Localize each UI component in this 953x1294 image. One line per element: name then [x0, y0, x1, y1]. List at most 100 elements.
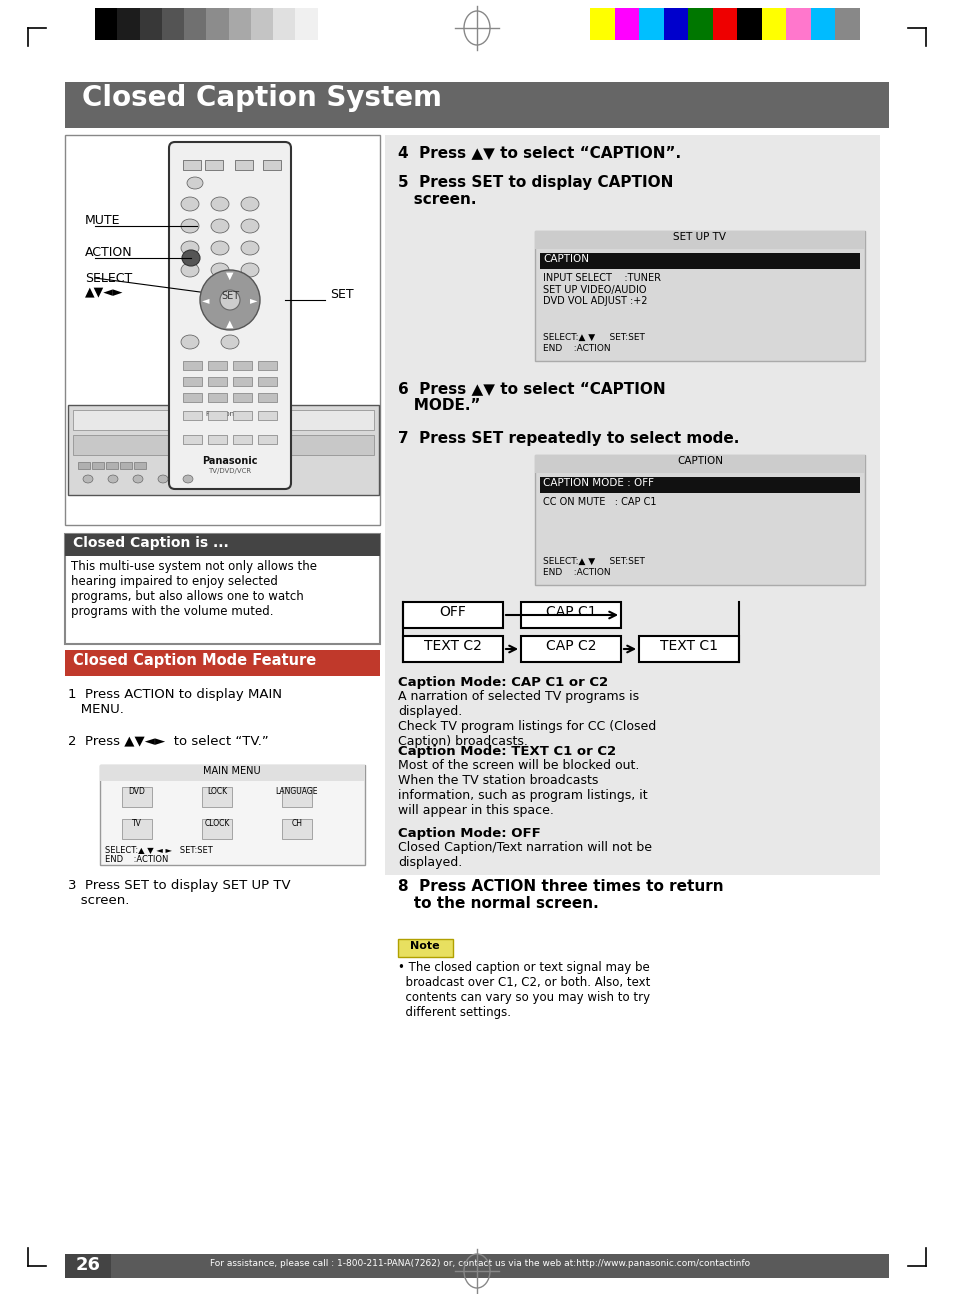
Text: MAIN MENU: MAIN MENU: [203, 766, 260, 776]
Bar: [208, 435, 227, 444]
Bar: [78, 462, 90, 468]
Bar: [208, 361, 227, 370]
Bar: [183, 411, 202, 421]
Bar: [65, 82, 888, 128]
Bar: [535, 232, 864, 248]
Text: 5  Press SET to display CAPTION
   screen.: 5 Press SET to display CAPTION screen.: [397, 175, 673, 207]
Bar: [122, 819, 152, 839]
Text: END    :ACTION: END :ACTION: [542, 344, 610, 353]
Ellipse shape: [187, 177, 203, 189]
Bar: [282, 819, 312, 839]
Text: TV/DVD/VCR: TV/DVD/VCR: [208, 468, 252, 474]
Bar: [65, 1254, 111, 1278]
Bar: [639, 8, 663, 40]
Ellipse shape: [132, 475, 143, 483]
Text: Caption Mode: OFF: Caption Mode: OFF: [397, 827, 540, 840]
Bar: [120, 462, 132, 468]
Bar: [162, 8, 184, 40]
Text: For assistance, please call : 1-800-211-PANA(7262) or, contact us via the web at: For assistance, please call : 1-800-211-…: [210, 1259, 749, 1268]
Text: Caption Mode: TEXT C1 or C2: Caption Mode: TEXT C1 or C2: [397, 745, 616, 758]
Text: Panasonic: Panasonic: [202, 455, 257, 466]
Bar: [65, 135, 379, 525]
Ellipse shape: [241, 241, 258, 255]
Bar: [257, 435, 276, 444]
Bar: [208, 411, 227, 421]
Ellipse shape: [220, 290, 240, 311]
Text: SET: SET: [221, 291, 239, 302]
Bar: [737, 8, 761, 40]
Bar: [535, 455, 864, 474]
Text: Closed Caption Mode Feature: Closed Caption Mode Feature: [73, 653, 315, 668]
Bar: [233, 361, 252, 370]
Text: CH: CH: [292, 819, 302, 828]
Ellipse shape: [181, 335, 199, 349]
Bar: [520, 602, 620, 628]
Text: Caption Mode: CAP C1 or C2: Caption Mode: CAP C1 or C2: [397, 675, 607, 688]
Text: ◄: ◄: [202, 295, 210, 305]
Text: Closed Caption/Text narration will not be
displayed.: Closed Caption/Text narration will not b…: [397, 841, 651, 870]
Bar: [233, 411, 252, 421]
Bar: [208, 393, 227, 402]
Ellipse shape: [211, 241, 229, 255]
Text: INPUT SELECT    :TUNER
SET UP VIDEO/AUDIO
DVD VOL ADJUST :+2: INPUT SELECT :TUNER SET UP VIDEO/AUDIO D…: [542, 273, 660, 307]
Bar: [202, 787, 232, 807]
Bar: [73, 435, 374, 455]
Text: TEXT C1: TEXT C1: [659, 639, 718, 653]
Ellipse shape: [241, 197, 258, 211]
Text: SELECT: SELECT: [85, 272, 132, 285]
FancyBboxPatch shape: [169, 142, 291, 489]
Bar: [785, 8, 810, 40]
Text: Note: Note: [410, 941, 439, 951]
Text: Panasonic: Panasonic: [205, 411, 240, 417]
Ellipse shape: [241, 263, 258, 277]
Text: SET: SET: [330, 287, 354, 300]
Text: CC ON MUTE   : CAP C1: CC ON MUTE : CAP C1: [542, 497, 656, 507]
Text: DVD: DVD: [129, 787, 145, 796]
Bar: [184, 8, 207, 40]
Bar: [202, 819, 232, 839]
Bar: [539, 254, 859, 269]
Bar: [208, 377, 227, 386]
Ellipse shape: [211, 197, 229, 211]
Bar: [229, 8, 251, 40]
Bar: [535, 232, 864, 361]
Ellipse shape: [158, 475, 168, 483]
Bar: [687, 8, 712, 40]
Text: END    :ACTION: END :ACTION: [542, 568, 610, 577]
Text: CAP C2: CAP C2: [545, 639, 596, 653]
Text: TEXT C2: TEXT C2: [424, 639, 481, 653]
Bar: [520, 635, 620, 663]
Ellipse shape: [200, 270, 260, 330]
Text: ▼: ▼: [226, 270, 233, 281]
Bar: [282, 787, 312, 807]
Bar: [251, 8, 274, 40]
Bar: [539, 477, 859, 493]
Bar: [712, 8, 737, 40]
Bar: [100, 765, 365, 782]
Text: CAPTION MODE : OFF: CAPTION MODE : OFF: [542, 477, 654, 488]
Bar: [835, 8, 860, 40]
Bar: [535, 455, 864, 585]
Text: ►: ►: [250, 295, 257, 305]
Bar: [402, 635, 502, 663]
Bar: [233, 393, 252, 402]
Text: ACTION: ACTION: [85, 246, 132, 259]
Text: SELECT:▲ ▼     SET:SET: SELECT:▲ ▼ SET:SET: [542, 556, 644, 565]
Bar: [205, 160, 223, 170]
Text: 2  Press ▲▼◄►  to select “TV.”: 2 Press ▲▼◄► to select “TV.”: [68, 734, 269, 747]
Text: Closed Caption System: Closed Caption System: [82, 84, 441, 113]
Text: A narration of selected TV programs is
displayed.
Check TV program listings for : A narration of selected TV programs is d…: [397, 690, 656, 748]
Text: ▲▼◄►: ▲▼◄►: [85, 285, 123, 298]
Bar: [206, 8, 229, 40]
Bar: [233, 435, 252, 444]
Text: 8  Press ACTION three times to return
   to the normal screen.: 8 Press ACTION three times to return to …: [397, 879, 723, 911]
Text: 6  Press ▲▼ to select “CAPTION
   MODE.”: 6 Press ▲▼ to select “CAPTION MODE.”: [397, 380, 665, 413]
Bar: [68, 405, 378, 496]
Bar: [761, 8, 786, 40]
Ellipse shape: [181, 263, 199, 277]
Bar: [257, 361, 276, 370]
Text: • The closed caption or text signal may be
  broadcast over C1, C2, or both. Als: • The closed caption or text signal may …: [397, 961, 650, 1018]
Bar: [106, 462, 118, 468]
Text: SELECT:▲ ▼ ◄ ►   SET:SET: SELECT:▲ ▼ ◄ ► SET:SET: [105, 845, 213, 854]
Ellipse shape: [181, 219, 199, 233]
